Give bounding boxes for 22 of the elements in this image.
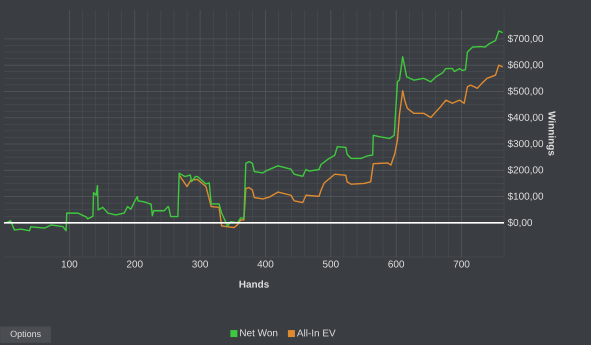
line-series (178, 64, 504, 228)
y-tick-label: $500,00 (508, 87, 544, 96)
x-tick-label: 100 (62, 260, 78, 268)
x-tick-label: 300 (192, 260, 208, 268)
x-axis-title: Hands (239, 280, 269, 288)
legend-label: Net Won (240, 329, 278, 336)
x-tick-label: 500 (322, 260, 339, 268)
x-tick-label: 700 (454, 260, 470, 268)
y-tick-label: $600,00 (508, 60, 544, 70)
y-axis-title: Winnings (546, 111, 556, 156)
y-tick-label: $300,00 (508, 140, 544, 148)
y-tick-label: $200,00 (508, 166, 544, 175)
x-tick-label: 400 (257, 260, 274, 268)
x-tick-label: 200 (126, 260, 143, 268)
y-tick-label: $100,00 (508, 192, 544, 201)
text: Options (10, 330, 41, 339)
x-tick-label: 600 (388, 260, 404, 268)
y-tick-label: $0,00 (508, 218, 532, 228)
y-tick-label: $700,00 (508, 34, 544, 44)
y-tick-label: $400,00 (508, 113, 544, 122)
line-series (5, 30, 504, 232)
legend-label: All-In EV (296, 329, 336, 336)
